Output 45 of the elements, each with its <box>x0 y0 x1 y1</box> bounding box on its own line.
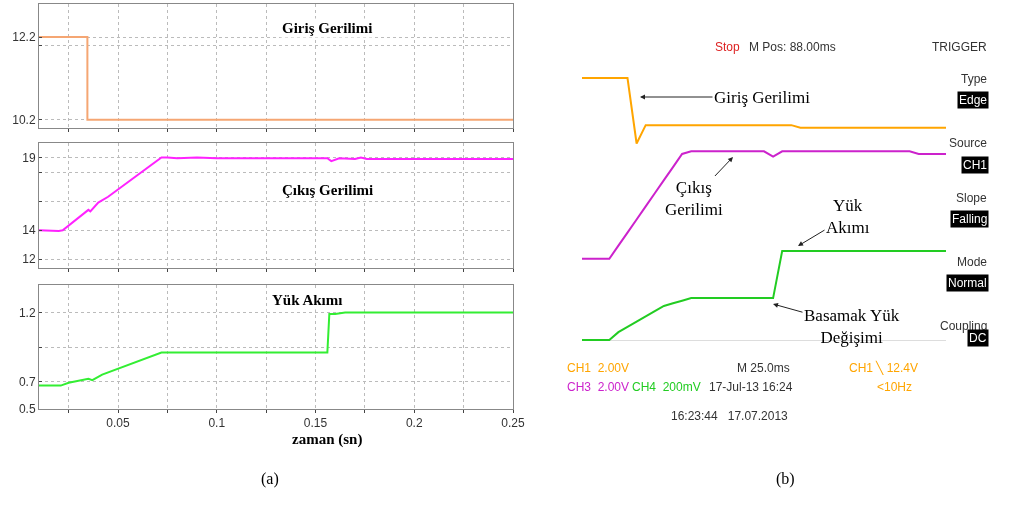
text: 16:23:44 17.07.2013 <box>671 409 789 423</box>
x-tick-label: 0.05 <box>106 416 130 431</box>
text: M Pos: 88.00ms <box>749 40 836 54</box>
text: M 25.0ms <box>737 361 790 375</box>
text: Source <box>949 136 988 150</box>
x-axis-title: zaman (sn) <box>292 431 363 448</box>
text: TRIGGER <box>932 40 987 54</box>
line-series <box>39 311 513 387</box>
y-tick-label: 0.5 <box>18 402 36 417</box>
x-tick-label: 0.15 <box>303 416 328 431</box>
text: Edge <box>959 93 988 107</box>
annotation: Basamak Yük Değişimi <box>804 306 900 348</box>
x-tick-label: 0.2 <box>405 416 423 431</box>
text: Slope <box>956 191 988 205</box>
line-series <box>39 156 513 232</box>
y-tick-label: 12 <box>22 252 36 267</box>
text: Giriş Gerilimi <box>282 20 373 36</box>
text: Yük Akımı <box>272 292 343 308</box>
text: Type <box>961 72 988 86</box>
annotation: Coupling <box>940 319 988 333</box>
text: Çıkış Gerilimi <box>282 182 374 198</box>
x-tick-label: 0.1 <box>208 416 226 431</box>
x-tick-label: 0.25 <box>501 416 525 431</box>
y-tick-label: 12.2 <box>12 30 36 45</box>
text: 17-Jul-13 16:24 <box>709 380 793 394</box>
text: (a) <box>261 470 279 488</box>
text: Mode <box>957 255 988 269</box>
annotation: Çıkış Gerilimi <box>665 178 723 220</box>
text: Falling <box>952 212 988 226</box>
y-tick-label: 1.2 <box>18 305 36 320</box>
text: CH1 <box>963 158 988 172</box>
y-tick-label: 14 <box>22 223 36 238</box>
annotation: Giriş Gerilimi <box>714 88 811 107</box>
text: CH1 2.00V <box>567 361 630 375</box>
y-tick-label: 19 <box>22 150 36 165</box>
text: CH3 2.00V <box>567 380 630 394</box>
text: Normal <box>948 276 987 290</box>
text: Stop <box>715 40 741 54</box>
y-tick-label: 10.2 <box>12 112 36 127</box>
y-tick-label: 0.7 <box>18 374 36 389</box>
text: <10Hz <box>877 380 913 394</box>
annotation: Yük Akımı <box>826 196 870 238</box>
text: CH4 200mV <box>632 380 701 394</box>
text: (b) <box>776 470 795 488</box>
text: CH1 ╲ 12.4V <box>849 360 919 375</box>
